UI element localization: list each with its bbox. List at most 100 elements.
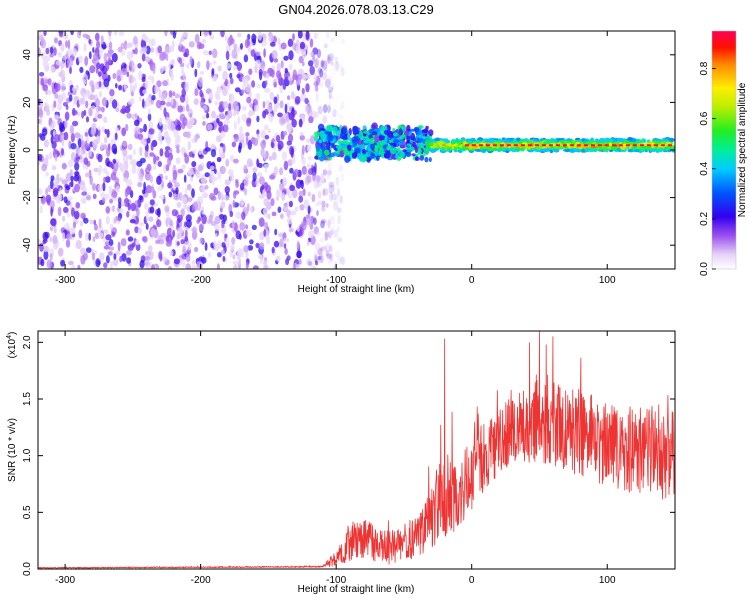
transition-blob (422, 136, 428, 140)
noise-blob (98, 252, 105, 261)
noise-blob (171, 209, 178, 217)
noise-blob (98, 218, 102, 229)
noise-blob (55, 60, 61, 66)
noise-blob (144, 56, 151, 63)
noise-blob (208, 252, 212, 258)
tone-blob (608, 138, 614, 143)
noise-blob (252, 167, 258, 173)
transition-blob (375, 145, 381, 149)
noise-blob (251, 80, 256, 88)
noise-blob (123, 64, 127, 69)
noise-blob (134, 82, 137, 90)
noise-blob (58, 71, 64, 78)
noise-blob (239, 126, 243, 133)
noise-blob (84, 143, 90, 149)
tone-blob (474, 149, 480, 152)
noise-blob (127, 143, 133, 151)
noise-blob (198, 154, 204, 159)
noise-blob (53, 47, 57, 56)
tone-blob (508, 147, 516, 151)
tone-blob (573, 148, 579, 152)
noise-blob (74, 171, 80, 177)
noise-blob (99, 51, 102, 59)
transition-blob (343, 147, 349, 155)
noise-blob (247, 245, 254, 251)
noise-blob (337, 188, 340, 197)
noise-blob (211, 68, 215, 75)
noise-blob (189, 56, 193, 66)
transition-blob (352, 125, 359, 134)
noise-blob (115, 127, 119, 133)
noise-blob (182, 31, 189, 38)
tone-blob (428, 141, 434, 147)
noise-blob (102, 167, 108, 174)
noise-blob (268, 113, 274, 123)
noise-blob (88, 232, 91, 241)
noise-blob (326, 76, 333, 83)
noise-blob (250, 206, 254, 214)
noise-blob (128, 74, 135, 84)
noise-blob (193, 201, 199, 211)
transition-blob (370, 143, 375, 151)
noise-blob (256, 172, 263, 178)
noise-blob (245, 135, 249, 145)
noise-blob (212, 75, 217, 82)
noise-blob (144, 150, 148, 158)
noise-blob (75, 202, 81, 209)
noise-blob (175, 187, 179, 195)
noise-blob (262, 101, 266, 109)
noise-blob (91, 84, 95, 93)
noise-blob (121, 163, 126, 174)
noise-blob (276, 62, 281, 73)
noise-blob (284, 248, 288, 255)
noise-blob (225, 158, 230, 167)
noise-blob (291, 111, 295, 119)
noise-blob (72, 99, 76, 105)
noise-blob (141, 46, 148, 53)
noise-blob (133, 119, 140, 127)
noise-blob (302, 32, 306, 43)
noise-blob (51, 140, 57, 149)
noise-blob (139, 259, 145, 269)
noise-blob (240, 89, 245, 95)
transition-blob (419, 155, 425, 161)
noise-blob (105, 170, 110, 177)
noise-blob (335, 33, 342, 41)
noise-blob (313, 252, 318, 260)
transition-blob (425, 125, 429, 130)
noise-blob (148, 260, 152, 268)
transition-blob (328, 153, 335, 158)
transition-blob (395, 147, 401, 152)
noise-blob (216, 263, 220, 269)
noise-blob (71, 48, 78, 57)
noise-blob (102, 197, 106, 204)
noise-blob (337, 207, 342, 213)
noise-blob (98, 90, 102, 98)
noise-blob (108, 185, 113, 195)
noise-blob (54, 154, 58, 162)
noise-blob (255, 93, 261, 101)
colorbar-tick-label: 0.6 (699, 111, 710, 125)
tone-blob (630, 146, 637, 150)
noise-blob (246, 96, 252, 104)
noise-blob (77, 31, 82, 39)
noise-blob (173, 192, 180, 201)
noise-blob (51, 218, 57, 227)
noise-blob (54, 83, 61, 92)
noise-blob (66, 211, 71, 218)
transition-blob (313, 131, 321, 137)
noise-blob (239, 248, 244, 258)
noise-blob (69, 66, 72, 75)
snr-y-label: SNR (10 * v/v) (7, 418, 18, 482)
noise-blob (271, 211, 277, 217)
noise-blob (105, 147, 111, 157)
noise-blob (58, 177, 64, 182)
snr-frame (37, 330, 676, 570)
noise-blob (304, 104, 309, 113)
noise-blob (60, 148, 65, 156)
noise-blob (305, 218, 312, 226)
noise-blob (301, 145, 305, 155)
noise-blob (297, 31, 303, 39)
noise-blob (59, 60, 65, 69)
noise-blob (129, 219, 136, 224)
